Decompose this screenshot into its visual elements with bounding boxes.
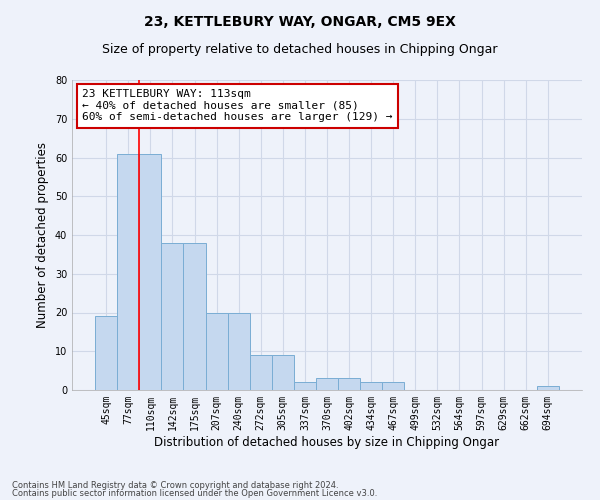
Bar: [537, 386, 559, 390]
Bar: [316, 378, 338, 390]
Text: Size of property relative to detached houses in Chipping Ongar: Size of property relative to detached ho…: [102, 42, 498, 56]
Bar: [250, 355, 272, 390]
Bar: [95, 316, 117, 390]
Bar: [338, 378, 360, 390]
Bar: [139, 154, 161, 390]
Bar: [360, 382, 382, 390]
Text: 23, KETTLEBURY WAY, ONGAR, CM5 9EX: 23, KETTLEBURY WAY, ONGAR, CM5 9EX: [144, 15, 456, 29]
Y-axis label: Number of detached properties: Number of detached properties: [36, 142, 49, 328]
Bar: [117, 154, 139, 390]
Text: Contains HM Land Registry data © Crown copyright and database right 2024.: Contains HM Land Registry data © Crown c…: [12, 480, 338, 490]
X-axis label: Distribution of detached houses by size in Chipping Ongar: Distribution of detached houses by size …: [154, 436, 500, 448]
Text: Contains public sector information licensed under the Open Government Licence v3: Contains public sector information licen…: [12, 489, 377, 498]
Bar: [206, 312, 227, 390]
Text: 23 KETTLEBURY WAY: 113sqm
← 40% of detached houses are smaller (85)
60% of semi-: 23 KETTLEBURY WAY: 113sqm ← 40% of detac…: [82, 90, 392, 122]
Bar: [294, 382, 316, 390]
Bar: [161, 243, 184, 390]
Bar: [382, 382, 404, 390]
Bar: [184, 243, 206, 390]
Bar: [227, 312, 250, 390]
Bar: [272, 355, 294, 390]
